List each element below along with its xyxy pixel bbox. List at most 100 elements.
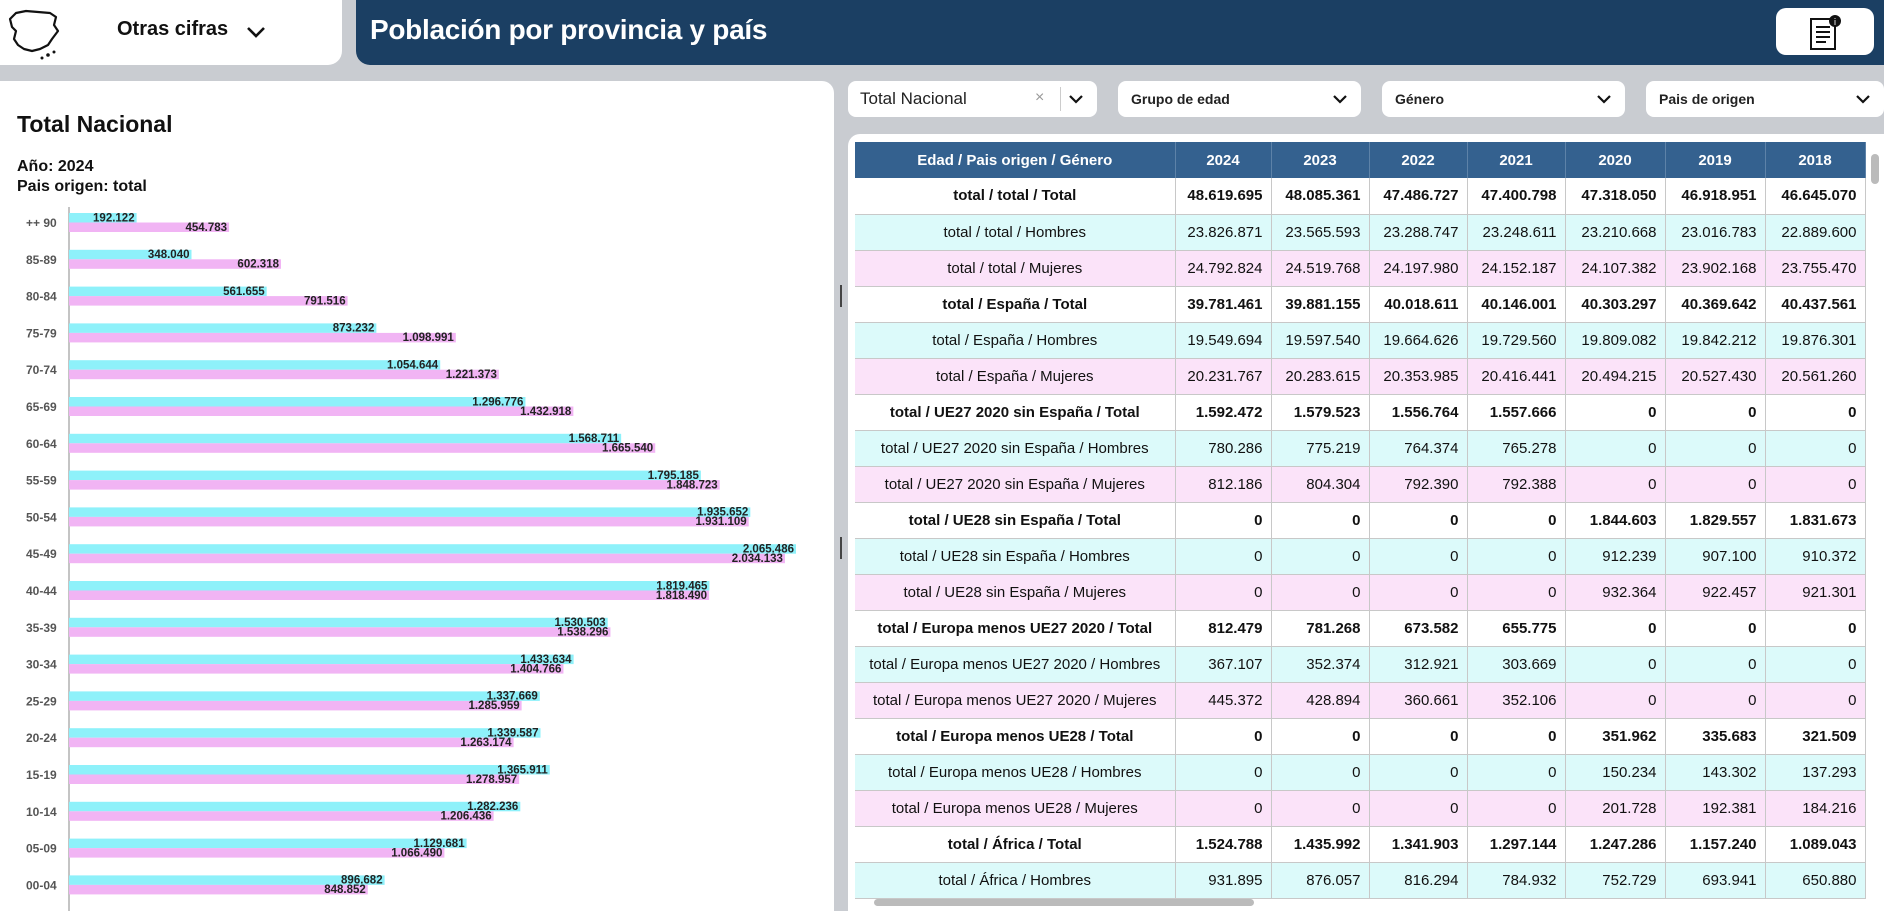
bar-men[interactable] [69, 654, 574, 665]
region-filter-value: Total Nacional [860, 89, 967, 108]
table-row[interactable]: total / África / Total 1.524.788 1.435.992… [855, 826, 1866, 863]
bar-men[interactable] [69, 691, 540, 701]
table-row[interactable]: total / Europa menos UE28 / Mujeres 0 0 0 0 2… [855, 790, 1866, 827]
bar-men[interactable] [69, 213, 137, 223]
value-cell: 0 [1765, 394, 1866, 431]
bar-men[interactable] [69, 397, 526, 407]
table-row[interactable]: total / UE27 2020 sin España / Total 1.59… [855, 394, 1866, 431]
bar-women[interactable] [69, 664, 564, 674]
bar-men[interactable] [69, 433, 622, 444]
column-header-year[interactable]: 2020 [1565, 142, 1666, 178]
page-header: Población por provincia y país i [356, 0, 1884, 65]
table-row[interactable]: total / total / Mujeres 24.792.824 24.519.… [855, 250, 1866, 287]
bar-women[interactable] [69, 406, 574, 417]
table-row[interactable]: total / Europa menos UE27 2020 / Total 81… [855, 610, 1866, 647]
table-row[interactable]: total / Europa menos UE28 / Total 0 0 0 0 351… [855, 718, 1866, 755]
vertical-scrollbar[interactable] [1870, 144, 1880, 899]
bar-men[interactable] [69, 360, 441, 370]
bar-women[interactable] [69, 700, 522, 711]
bar-men[interactable] [69, 286, 267, 297]
table-row[interactable]: total / Europa menos UE27 2020 / Mujeres… [855, 682, 1866, 719]
table-row[interactable]: total / UE28 sin España / Total 0 0 0 0 1.844… [855, 502, 1866, 539]
bar-women[interactable] [69, 848, 445, 858]
bar-women[interactable] [69, 259, 282, 269]
table-row[interactable]: total / España / Mujeres 20.231.767 20.283… [855, 358, 1866, 395]
bar-men[interactable] [69, 617, 608, 628]
bar-men[interactable] [69, 323, 377, 333]
column-header-year[interactable]: 2021 [1467, 142, 1566, 178]
scroll-thumb[interactable] [1871, 154, 1879, 184]
value-cell: 0 [1765, 430, 1866, 467]
value-cell: 143.302 [1665, 754, 1766, 791]
value-cell: 0 [1467, 718, 1566, 755]
table-row[interactable]: total / total / Hombres 23.826.871 23.565.… [855, 214, 1866, 251]
value-cell: 23.210.668 [1565, 214, 1666, 251]
bar-women[interactable] [69, 480, 720, 490]
region-filter[interactable]: Total Nacional × [848, 81, 1097, 117]
bar-men[interactable] [69, 838, 467, 849]
bar-women[interactable] [69, 369, 499, 380]
table-row[interactable]: total / UE27 2020 sin España / Mujeres 81… [855, 466, 1866, 503]
bar-women[interactable] [69, 443, 656, 453]
bar-women[interactable] [69, 737, 514, 748]
bar-women[interactable] [69, 222, 230, 233]
column-header-year[interactable]: 2024 [1175, 142, 1272, 178]
row-label-cell: total / UE28 sin España / Hombres [855, 538, 1176, 575]
horizontal-scrollbar[interactable] [858, 897, 1858, 907]
bar-women[interactable] [69, 516, 749, 527]
y-tick-label: 25-29 [26, 694, 57, 708]
bar-women[interactable] [69, 296, 348, 306]
column-header-year[interactable]: 2022 [1369, 142, 1468, 178]
table-row[interactable]: total / España / Total 39.781.461 39.881.1… [855, 286, 1866, 323]
bar-men[interactable] [69, 728, 541, 738]
bar-men[interactable] [69, 801, 521, 812]
bar-men[interactable] [69, 875, 385, 885]
value-cell: 19.842.212 [1665, 322, 1766, 359]
other-figures-label[interactable]: Otras cifras [117, 18, 229, 40]
value-cell: 40.146.001 [1467, 286, 1566, 323]
bar-men[interactable] [69, 765, 550, 775]
value-cell: 816.294 [1369, 862, 1468, 899]
bar-women[interactable] [69, 590, 710, 601]
column-header-year[interactable]: 2023 [1271, 142, 1370, 178]
chevron-down-icon[interactable] [1067, 90, 1085, 108]
bar-men[interactable] [69, 507, 751, 517]
bar-value-label: 1.665.540 [602, 443, 653, 455]
table-row[interactable]: total / UE28 sin España / Hombres 0 0 0 0 912… [855, 538, 1866, 575]
bar-women[interactable] [69, 332, 456, 343]
table-row[interactable]: total / UE27 2020 sin España / Hombres 78… [855, 430, 1866, 467]
table-row[interactable]: total / España / Hombres 19.549.694 19.597… [855, 322, 1866, 359]
resize-handle[interactable] [840, 537, 842, 559]
table-row[interactable]: total / total / Total 48.619.695 48.085.36… [855, 178, 1866, 215]
bar-women[interactable] [69, 553, 785, 564]
table-row[interactable]: total / Europa menos UE27 2020 / Hombres… [855, 646, 1866, 683]
value-cell: 0 [1175, 538, 1272, 575]
column-header-year[interactable]: 2019 [1665, 142, 1766, 178]
bar-men[interactable] [69, 581, 710, 591]
chevron-down-icon[interactable] [244, 20, 268, 44]
bar-men[interactable] [69, 249, 192, 260]
column-header-year[interactable]: 2018 [1765, 142, 1866, 178]
report-button[interactable]: i [1776, 8, 1874, 55]
value-cell: 23.016.783 [1665, 214, 1766, 251]
gender-filter[interactable]: Género [1382, 81, 1625, 117]
table-row[interactable]: total / África / Hombres 931.895 876.057 81… [855, 862, 1866, 899]
bar-women[interactable] [69, 884, 368, 895]
table-row[interactable]: total / UE28 sin España / Mujeres 0 0 0 0 932… [855, 574, 1866, 611]
value-cell: 1.524.788 [1175, 826, 1272, 863]
bar-women[interactable] [69, 627, 611, 637]
origin-country-filter[interactable]: Pais de origen [1646, 81, 1884, 117]
bar-women[interactable] [69, 774, 520, 785]
y-tick-label: 20-24 [26, 731, 57, 745]
age-group-filter[interactable]: Grupo de edad [1118, 81, 1361, 117]
bar-men[interactable] [69, 544, 796, 554]
column-header-dimension[interactable]: Edad / Pais origen / Género [855, 142, 1176, 178]
table-row[interactable]: total / Europa menos UE28 / Hombres 0 0 0 0 1… [855, 754, 1866, 791]
row-label-cell: total / total / Mujeres [855, 250, 1176, 287]
bar-men[interactable] [69, 470, 701, 481]
bar-women[interactable] [69, 811, 494, 821]
clear-icon[interactable]: × [1035, 89, 1045, 106]
scroll-thumb[interactable] [874, 899, 1254, 906]
resize-handle[interactable] [840, 285, 842, 307]
value-cell: 673.582 [1369, 610, 1468, 647]
